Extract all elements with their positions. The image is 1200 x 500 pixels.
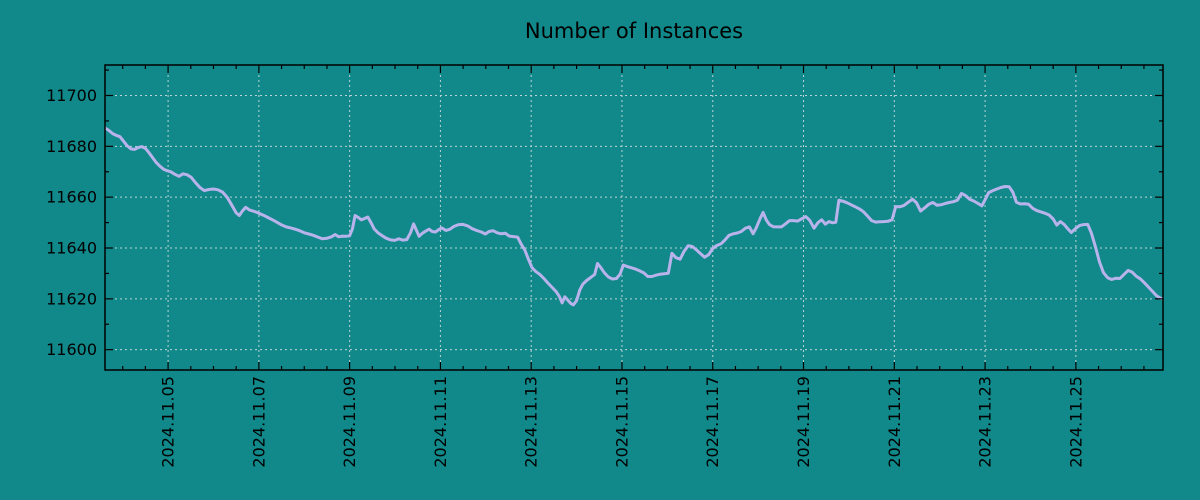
- y-tick-labels: 11600 11620 11640 11660 11680 11700: [46, 86, 97, 359]
- x-tick-label: 2024.11.17: [703, 376, 722, 468]
- y-tick-label: 11600: [46, 340, 97, 359]
- x-tick-label: 2024.11.21: [885, 376, 904, 468]
- chart-title: Number of Instances: [525, 19, 743, 43]
- x-tick-label: 2024.11.19: [794, 376, 813, 468]
- y-tick-label: 11680: [46, 137, 97, 156]
- x-tick-label: 2024.11.15: [612, 376, 631, 468]
- x-tick-label: 2024.11.13: [522, 376, 541, 468]
- data-series: [105, 126, 1163, 307]
- x-tick-label: 2024.11.05: [159, 376, 178, 468]
- axis-ticks: [105, 65, 1163, 370]
- data-line: [105, 126, 1163, 307]
- x-tick-label: 2024.11.25: [1066, 376, 1085, 468]
- x-tick-labels: 2024.11.05 2024.11.07 2024.11.09 2024.11.11…: [159, 376, 1086, 468]
- x-tick-label: 2024.11.11: [431, 376, 450, 468]
- y-tick-label: 11620: [46, 289, 97, 308]
- x-tick-label: 2024.11.23: [976, 376, 995, 468]
- axis-box: [104, 64, 1164, 371]
- y-tick-label: 11700: [46, 86, 97, 105]
- x-tick-label: 2024.11.09: [340, 376, 359, 468]
- y-tick-label: 11660: [46, 188, 97, 207]
- x-tick-label: 2024.11.07: [249, 376, 268, 468]
- y-tick-label: 11640: [46, 239, 97, 258]
